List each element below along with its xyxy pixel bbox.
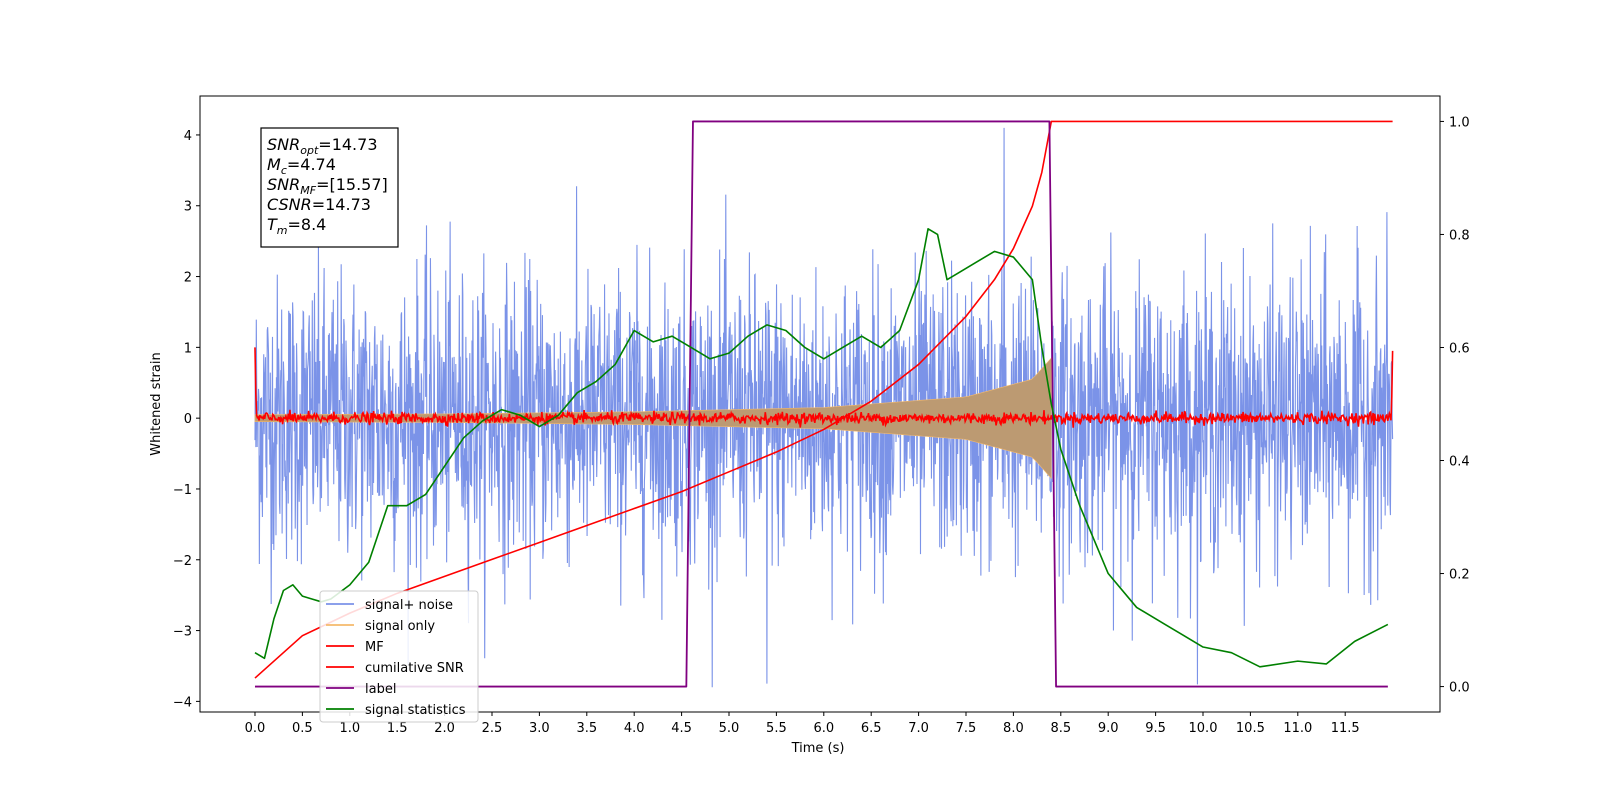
x-tick-label: 8.0: [1003, 721, 1024, 736]
x-tick-label: 7.0: [908, 721, 929, 736]
y-tick-label: 1: [184, 341, 192, 356]
x-tick-label: 9.5: [1145, 721, 1166, 736]
x-axis-label: Time (s): [791, 741, 845, 756]
y-axis-right: 1.0 0.8 0.6 0.4 0.2 0.0: [1440, 115, 1470, 696]
legend-label: signal only: [365, 619, 435, 634]
y-tick-label: 3: [184, 200, 192, 215]
series-mf: [254, 347, 1394, 428]
y-right-tick-label: 0.6: [1449, 341, 1470, 356]
x-tick-label: 10.0: [1189, 721, 1218, 736]
x-tick-label: 7.5: [956, 721, 977, 736]
legend-label: label: [365, 682, 396, 697]
legend-label: signal+ noise: [365, 598, 453, 613]
x-tick-label: 1.0: [339, 721, 360, 736]
x-tick-label: 10.5: [1236, 721, 1265, 736]
y-right-tick-label: 1.0: [1449, 115, 1470, 130]
x-tick-label: 6.5: [861, 721, 882, 736]
x-tick-label: 5.0: [719, 721, 740, 736]
annotation-box: SNRopt=14.73Mc=4.74SNRMF=[15.57]CSNR=14.…: [260, 127, 399, 248]
x-tick-label: 3.0: [529, 721, 550, 736]
y-tick-label: −2: [173, 554, 192, 569]
x-tick-label: 4.5: [671, 721, 692, 736]
legend-frame: [319, 590, 479, 723]
x-tick-label: 2.0: [434, 721, 455, 736]
legend-label: signal statistics: [365, 703, 466, 718]
series-signal-statistics: [254, 228, 1389, 668]
x-tick-label: 2.5: [482, 721, 503, 736]
annotation-line: CSNR=14.73: [267, 195, 371, 214]
y-tick-label: −4: [173, 695, 192, 710]
y-right-tick-label: 0.0: [1449, 681, 1470, 696]
x-tick-label: 5.5: [766, 721, 787, 736]
annotation-line: SNRopt=14.73: [267, 135, 378, 157]
y-tick-label: 0: [184, 412, 192, 427]
series-layer: [254, 120, 1394, 688]
y-tick-label: −3: [173, 625, 192, 640]
y-axis-left: 4 3 2 1 0 −1 −2 −3 −4: [173, 129, 200, 710]
y-right-tick-label: 0.8: [1449, 228, 1470, 243]
x-axis: 0.0 0.5 1.0 1.5 2.0 2.5 3.0 3.5 4.0 4.5 5.0 5.5 6.0 6…: [245, 712, 1360, 736]
x-tick-label: 11.5: [1331, 721, 1360, 736]
annotation-frame: [260, 127, 399, 248]
series-label: [254, 120, 1388, 688]
legend-label: MF: [365, 640, 384, 655]
y-right-tick-label: 0.2: [1449, 568, 1470, 583]
series-cumulative-snr: [254, 120, 1393, 679]
x-tick-label: 11.0: [1283, 721, 1312, 736]
annotation-line: Tm=8.4: [267, 215, 326, 237]
x-tick-label: 0.0: [245, 721, 266, 736]
x-tick-label: 6.0: [813, 721, 834, 736]
x-tick-label: 9.0: [1098, 721, 1119, 736]
annotation-line: Mc=4.74: [267, 155, 336, 177]
legend: signal+ noise signal only MF cumilative SNR…: [319, 590, 479, 723]
annotation-line: SNRMF=[15.57]: [267, 175, 388, 197]
y-axis-label: Whitened strain: [149, 352, 164, 455]
x-tick-label: 8.5: [1050, 721, 1071, 736]
y-tick-label: −1: [173, 483, 192, 498]
y-tick-label: 2: [184, 271, 192, 286]
x-tick-label: 4.0: [624, 721, 645, 736]
plot-frame: [199, 95, 1441, 713]
x-tick-label: 3.5: [576, 721, 597, 736]
x-tick-label: 0.5: [292, 721, 313, 736]
legend-label: cumilative SNR: [365, 661, 464, 676]
y-tick-label: 4: [184, 129, 192, 144]
y-right-tick-label: 0.4: [1449, 455, 1470, 470]
x-tick-label: 1.5: [387, 721, 408, 736]
